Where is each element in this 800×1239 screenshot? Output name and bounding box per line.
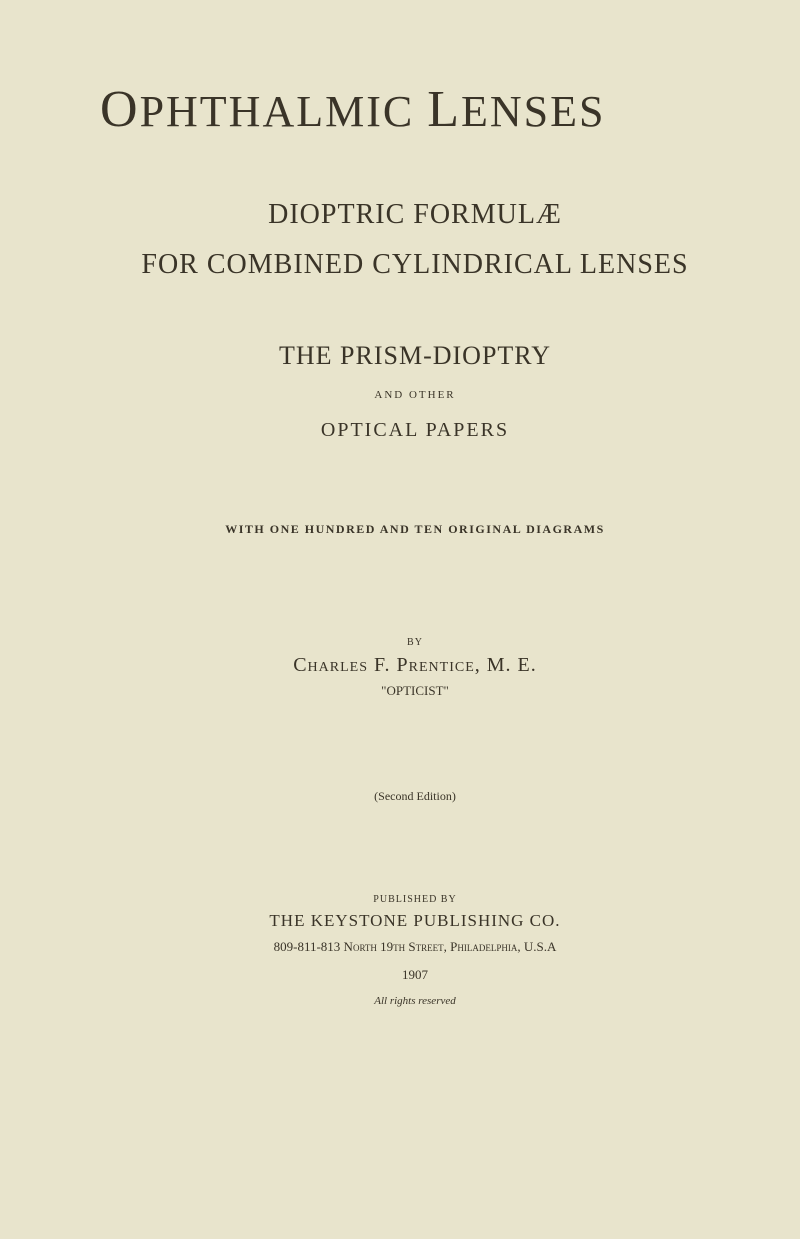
opticist-label: "OPTICIST" <box>100 683 730 699</box>
publication-year: 1907 <box>100 967 730 983</box>
title-cap-2: L <box>427 81 461 138</box>
title-rest-2: ENSES <box>461 87 605 136</box>
published-by-label: PUBLISHED BY <box>100 894 730 905</box>
rights-reserved: All rights reserved <box>100 995 730 1007</box>
edition-label: (Second Edition) <box>100 789 730 804</box>
author-name: Charles F. Prentice, M. E. <box>100 654 730 677</box>
subtitle-combined: FOR COMBINED CYLINDRICAL LENSES <box>100 249 730 281</box>
optical-papers-text: OPTICAL PAPERS <box>100 419 730 442</box>
book-title: OPHTHALMIC LENSES <box>100 80 730 139</box>
title-rest-1: PHTHALMIC <box>140 87 415 136</box>
publisher-name: THE KEYSTONE PUBLISHING CO. <box>100 911 730 931</box>
diagrams-description: WITH ONE HUNDRED AND TEN ORIGINAL DIAGRA… <box>100 522 730 537</box>
subtitle-dioptric: DIOPTRIC FORMULÆ <box>100 199 730 231</box>
by-label: BY <box>100 637 730 648</box>
publisher-address: 809-811-813 North 19th Street, Philadelp… <box>100 939 730 955</box>
prism-dioptry-title: THE PRISM-DIOPTRY <box>100 341 730 371</box>
title-cap-1: O <box>100 81 140 138</box>
and-other-text: AND OTHER <box>100 389 730 401</box>
